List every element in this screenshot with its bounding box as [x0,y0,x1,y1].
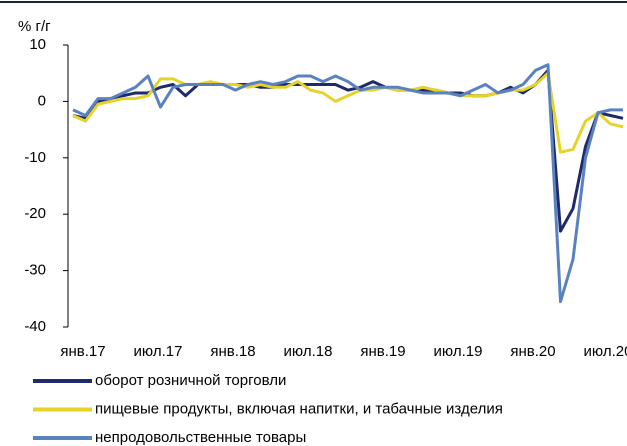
x-tick-label: янв.18 [210,343,255,360]
y-tick-label: -10 [24,149,46,166]
y-tick-label: -20 [24,205,46,222]
x-tick-label: янв.19 [360,343,405,360]
legend-label: пищевые продукты, включая напитки, и таб… [95,400,503,417]
series-line [72,71,624,154]
x-tick-label: янв.17 [60,343,105,360]
x-tick-label: янв.20 [510,343,555,360]
y-tick-label: -40 [24,318,46,335]
legend-label: оборот розничной торговли [95,372,286,389]
y-tick-label: 10 [29,36,46,53]
x-tick-label: июл.19 [434,343,483,360]
legend-label: непродовольственные товары [95,429,306,446]
y-tick-label: 0 [38,92,46,109]
x-tick-label: июл.20 [584,343,627,360]
x-tick-label: июл.17 [134,343,183,360]
x-tick-label: июл.18 [284,343,333,360]
y-axis-label: % г/г [18,18,51,35]
y-tick-label: -30 [24,262,46,279]
series-line [72,63,623,304]
